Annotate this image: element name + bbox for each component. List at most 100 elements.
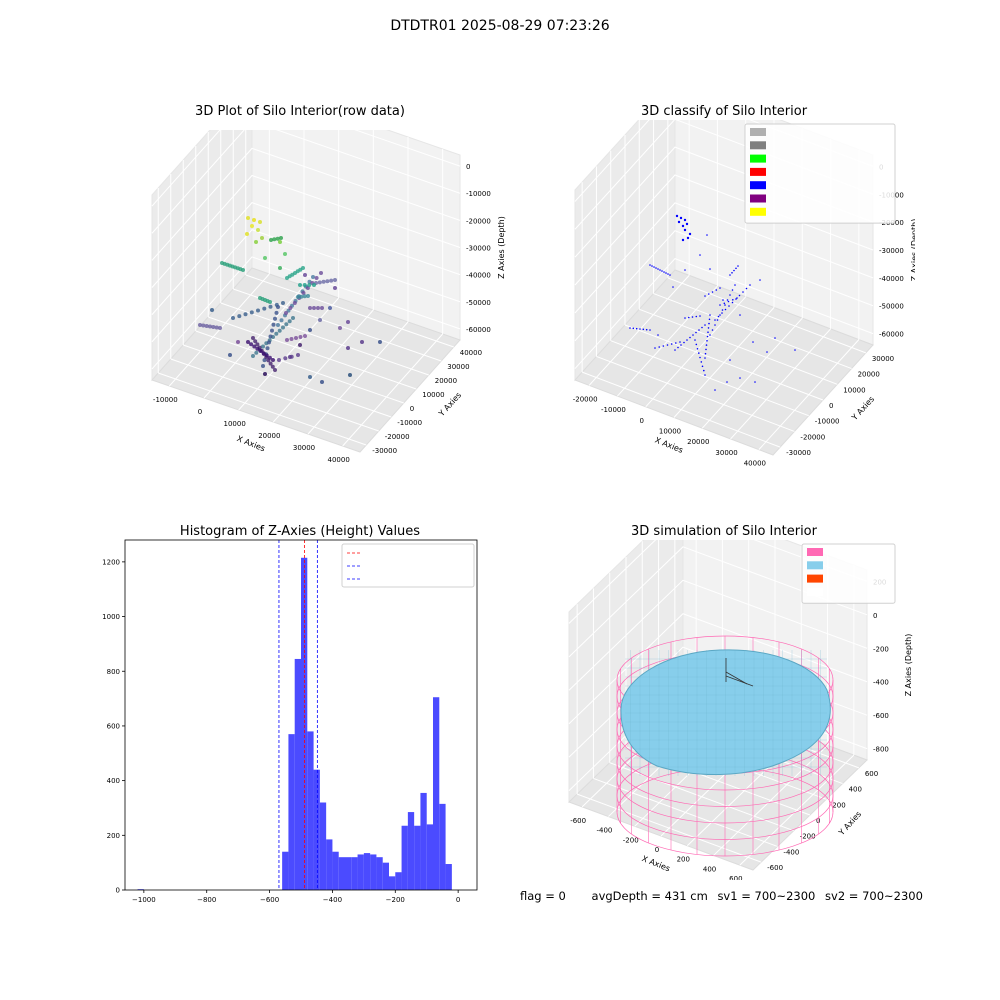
p4-xtick: -200 [623,836,639,844]
p1-ytick: 0 [410,405,414,413]
p2-legend [744,123,896,224]
p1-point [296,353,300,357]
p1-point [301,266,305,270]
p1-point [243,312,248,317]
p2-point [706,335,709,338]
p4-ygrid [593,777,778,847]
histogram-xtick-label: −600 [260,896,279,904]
p2-point [691,316,694,318]
p2-point [739,314,741,316]
p2-point [699,254,701,256]
p2-ygrid [624,324,824,401]
p4-ylabel: Y Axies [836,810,863,838]
p1-point [245,232,249,236]
histogram-bar [376,857,383,890]
p1-point [251,336,255,340]
p1-point [237,314,242,319]
p2-point [704,324,706,326]
p2-point [727,300,730,303]
p1-point [305,286,310,290]
p1-zgrid [151,256,461,370]
p2-point [645,328,648,331]
p2-point [695,315,698,318]
p2-point [698,352,700,354]
p1-point [261,364,265,368]
p1-point [249,310,254,315]
p2-point [738,294,741,297]
p2-point [794,349,796,351]
histogram-bar [389,876,396,890]
p1-point [325,279,330,284]
p2-point [735,267,737,270]
p2-point [752,341,754,343]
p1-ztick: -40000 [466,272,491,280]
p2-point [680,344,682,346]
p1-point [346,320,350,324]
p2-ztick: -50000 [879,303,904,311]
p2-legend-swatch [750,141,766,150]
p2-ygrid [639,308,838,385]
p2-point [731,272,733,274]
p1-point [261,351,266,356]
p4-xtick: 200 [677,856,690,864]
p1-ygrid [183,344,392,418]
p1-point [346,346,350,350]
p2-ytick: 30000 [872,355,894,363]
histogram-ytick-label: 0 [116,887,120,895]
p2-point [639,328,641,330]
p2-point [686,236,690,240]
p2-point [717,315,720,318]
p1-point [279,236,283,240]
p1-point [285,338,289,342]
p1-point [308,306,312,310]
p1-point [271,322,276,327]
p4-ygrid [609,762,794,832]
p1-point [268,300,272,304]
p2-xtick: -20000 [573,395,598,403]
p1-xgrid [238,297,340,411]
p2-point [669,274,671,276]
histogram-bar [137,889,144,890]
p2-point [649,329,651,331]
p2-point [665,272,667,274]
panel2-3d-classify-plot: -20000-10000010000200003000040000-30000-… [573,120,915,468]
p2-point [642,328,645,331]
p1-point [276,323,280,327]
p2-legend-swatch [750,128,766,136]
p1-zgrid [151,130,461,234]
p1-point [214,325,219,330]
p2-legend-swatch [750,181,766,190]
histogram-legend [341,543,475,588]
histogram-bar [407,812,415,890]
p1-point [263,372,267,376]
p1-point [278,266,282,270]
p4-legend-swatch [807,548,823,556]
p2-ygrid [581,371,781,448]
p2-point [679,341,681,343]
p2-point [675,214,679,218]
p2-point [728,305,730,307]
p2-point [654,347,656,349]
p2-point [649,264,651,266]
p1-point [284,322,289,327]
p2-point [685,222,689,226]
p1-point [320,306,324,310]
p2-point [723,302,726,305]
sv1-text: sv1 = 700~2300 [717,889,816,903]
p1-ztick: -60000 [466,326,491,334]
p1-ztick: -30000 [466,245,491,253]
p2-point [692,334,694,336]
p4-legend-swatch [807,574,823,583]
p2-point [662,345,665,347]
p1-point [312,306,316,310]
p2-point [699,315,701,317]
p1-point [302,294,307,299]
p1-point [298,283,302,287]
p2-point [704,295,706,297]
p1-point [268,334,273,339]
p2-point [745,287,748,290]
p1-point [258,220,262,224]
histogram-title: Histogram of Z-Axies (Height) Values [179,524,421,539]
p2-point [715,289,718,291]
p1-point [308,375,312,379]
